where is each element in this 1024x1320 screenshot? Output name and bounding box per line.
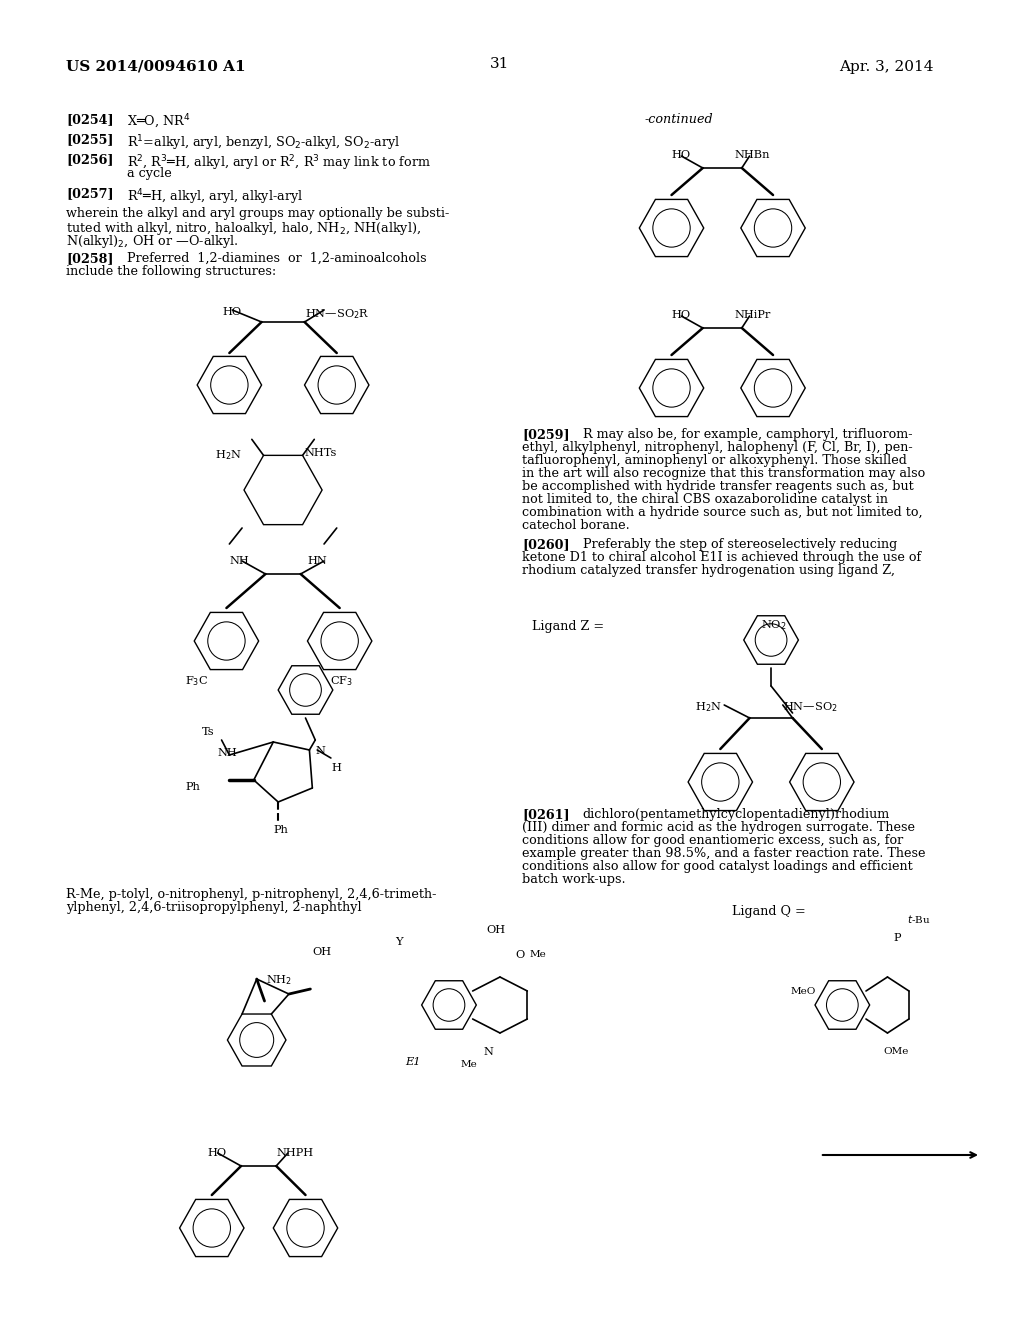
Text: R may also be, for example, camphoryl, trifluorom-: R may also be, for example, camphoryl, t… <box>583 428 912 441</box>
Text: a cycle: a cycle <box>127 168 172 180</box>
Text: be accomplished with hydride transfer reagents such as, but: be accomplished with hydride transfer re… <box>522 480 914 492</box>
Text: Apr. 3, 2014: Apr. 3, 2014 <box>839 59 933 74</box>
Text: Ts: Ts <box>202 727 215 737</box>
Text: tuted with alkyl, nitro, haloalkyl, halo, NH$_2$, NH(alkyl),: tuted with alkyl, nitro, haloalkyl, halo… <box>67 220 422 238</box>
Text: ylphenyl, 2,4,6-triisopropylphenyl, 2-naphthyl: ylphenyl, 2,4,6-triisopropylphenyl, 2-na… <box>67 902 362 913</box>
Text: Ph: Ph <box>273 825 288 836</box>
Text: combination with a hydride source such as, but not limited to,: combination with a hydride source such a… <box>522 506 923 519</box>
Text: Me: Me <box>529 950 546 960</box>
Text: NHPH: NHPH <box>276 1148 313 1158</box>
Text: $t$-Bu: $t$-Bu <box>907 913 931 925</box>
Text: H: H <box>332 763 342 774</box>
Text: wherein the alkyl and aryl groups may optionally be substi-: wherein the alkyl and aryl groups may op… <box>67 207 450 220</box>
Text: [0260]: [0260] <box>522 539 569 550</box>
Text: conditions allow for good enantiomeric excess, such as, for: conditions allow for good enantiomeric e… <box>522 834 903 847</box>
Text: OMe: OMe <box>884 1047 909 1056</box>
Text: O: O <box>515 950 524 960</box>
Text: HO: HO <box>208 1148 227 1158</box>
Text: X═O, NR$^4$: X═O, NR$^4$ <box>127 114 190 131</box>
Text: [0255]: [0255] <box>67 133 114 147</box>
Text: P: P <box>893 933 901 942</box>
Text: OH: OH <box>312 946 332 957</box>
Text: OH: OH <box>486 925 505 935</box>
Text: in the art will also recognize that this transformation may also: in the art will also recognize that this… <box>522 467 926 480</box>
Text: Y: Y <box>395 937 402 946</box>
Text: HN—SO$_2$R: HN—SO$_2$R <box>304 308 369 321</box>
Text: not limited to, the chiral CBS oxazaborolidine catalyst in: not limited to, the chiral CBS oxazaboro… <box>522 492 888 506</box>
Text: NO$_2$: NO$_2$ <box>761 618 787 632</box>
Text: -continued: -continued <box>644 114 713 125</box>
Text: NHTs: NHTs <box>304 447 337 458</box>
Text: HN: HN <box>307 556 328 566</box>
Text: 31: 31 <box>490 57 509 71</box>
Text: Ligand Q =: Ligand Q = <box>732 906 806 917</box>
Text: Preferably the step of stereoselectively reducing: Preferably the step of stereoselectively… <box>583 539 897 550</box>
Text: CF$_3$: CF$_3$ <box>330 675 353 688</box>
Text: N: N <box>483 1047 493 1057</box>
Text: MeO: MeO <box>791 987 816 997</box>
Text: [0261]: [0261] <box>522 808 569 821</box>
Text: batch work-ups.: batch work-ups. <box>522 873 626 886</box>
Text: US 2014/0094610 A1: US 2014/0094610 A1 <box>67 59 246 74</box>
Text: [0254]: [0254] <box>67 114 114 125</box>
Text: [0256]: [0256] <box>67 153 114 166</box>
Text: R$^4$═H, alkyl, aryl, alkyl-aryl: R$^4$═H, alkyl, aryl, alkyl-aryl <box>127 187 303 207</box>
Text: Preferred  1,2-diamines  or  1,2-aminoalcohols: Preferred 1,2-diamines or 1,2-aminoalcoh… <box>127 252 427 265</box>
Text: N(alkyl)$_2$, OH or —O-alkyl.: N(alkyl)$_2$, OH or —O-alkyl. <box>67 234 239 249</box>
Text: F$_3$C: F$_3$C <box>185 675 209 688</box>
Text: HO: HO <box>672 150 690 160</box>
Text: dichloro(pentamethylcyclopentadienyl)rhodium: dichloro(pentamethylcyclopentadienyl)rho… <box>583 808 890 821</box>
Text: H$_2$N: H$_2$N <box>695 700 722 714</box>
Text: example greater than 98.5%, and a faster reaction rate. These: example greater than 98.5%, and a faster… <box>522 847 926 861</box>
Text: N: N <box>315 746 326 756</box>
Text: Ligand Z =: Ligand Z = <box>531 620 604 634</box>
Text: NH: NH <box>218 748 238 758</box>
Text: conditions also allow for good catalyst loadings and efficient: conditions also allow for good catalyst … <box>522 861 913 873</box>
Text: E1: E1 <box>406 1057 421 1067</box>
Text: [0257]: [0257] <box>67 187 114 201</box>
Text: [0258]: [0258] <box>67 252 114 265</box>
Text: R$^1$=alkyl, aryl, benzyl, SO$_2$-alkyl, SO$_2$-aryl: R$^1$=alkyl, aryl, benzyl, SO$_2$-alkyl,… <box>127 133 400 153</box>
Text: NH$_2$: NH$_2$ <box>266 973 293 987</box>
Text: Me: Me <box>461 1060 477 1069</box>
Text: HO: HO <box>222 308 242 317</box>
Text: tafluorophenyl, aminophenyl or alkoxyphenyl. Those skilled: tafluorophenyl, aminophenyl or alkoxyphe… <box>522 454 907 467</box>
Text: HO: HO <box>672 310 690 319</box>
Text: (III) dimer and formic acid as the hydrogen surrogate. These: (III) dimer and formic acid as the hydro… <box>522 821 915 834</box>
Text: [0259]: [0259] <box>522 428 569 441</box>
Text: R$^2$, R$^3$═H, alkyl, aryl or R$^2$, R$^3$ may link to form: R$^2$, R$^3$═H, alkyl, aryl or R$^2$, R$… <box>127 153 431 173</box>
Text: ketone D1 to chiral alcohol E1I is achieved through the use of: ketone D1 to chiral alcohol E1I is achie… <box>522 550 922 564</box>
Text: ethyl, alkylphenyl, nitrophenyl, halophenyl (F, Cl, Br, I), pen-: ethyl, alkylphenyl, nitrophenyl, halophe… <box>522 441 912 454</box>
Text: H$_2$N: H$_2$N <box>215 447 242 462</box>
Text: NHiPr: NHiPr <box>734 310 770 319</box>
Text: R-Me, p-tolyl, o-nitrophenyl, p-nitrophenyl, 2,4,6-trimeth-: R-Me, p-tolyl, o-nitrophenyl, p-nitrophe… <box>67 888 437 902</box>
Text: NHBn: NHBn <box>734 150 769 160</box>
Text: NH: NH <box>229 556 249 566</box>
Text: catechol borane.: catechol borane. <box>522 519 630 532</box>
Text: HN—SO$_2$: HN—SO$_2$ <box>782 700 838 714</box>
Text: Ph: Ph <box>185 781 201 792</box>
Text: rhodium catalyzed transfer hydrogenation using ligand Z,: rhodium catalyzed transfer hydrogenation… <box>522 564 895 577</box>
Text: include the following structures:: include the following structures: <box>67 265 276 279</box>
